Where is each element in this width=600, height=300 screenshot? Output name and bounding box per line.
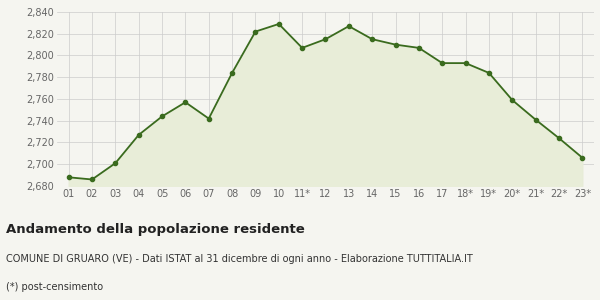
Text: (*) post-censimento: (*) post-censimento [6, 282, 103, 292]
Text: Andamento della popolazione residente: Andamento della popolazione residente [6, 224, 305, 236]
Text: COMUNE DI GRUARO (VE) - Dati ISTAT al 31 dicembre di ogni anno - Elaborazione TU: COMUNE DI GRUARO (VE) - Dati ISTAT al 31… [6, 254, 473, 263]
